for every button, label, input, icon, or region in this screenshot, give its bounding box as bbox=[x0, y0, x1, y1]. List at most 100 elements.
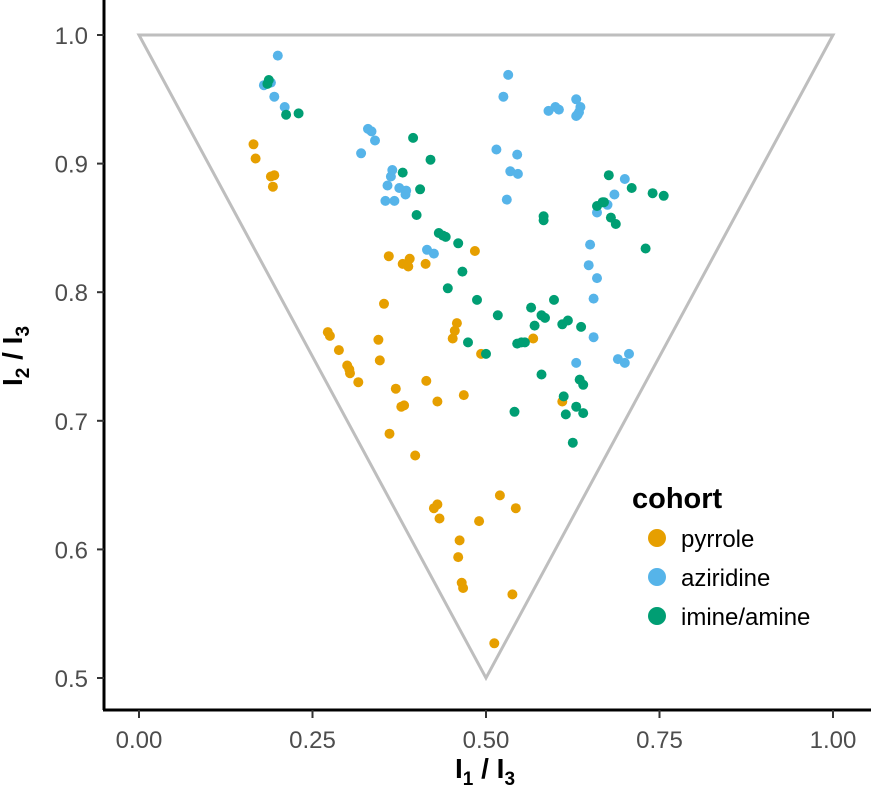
point-pyrrole bbox=[399, 400, 410, 411]
plot-panel bbox=[136, 33, 836, 682]
point-pyrrole bbox=[410, 450, 421, 461]
point-imine-amine bbox=[540, 312, 550, 323]
point-imine-amine bbox=[519, 337, 530, 348]
point-imine-amine bbox=[560, 409, 571, 420]
point-imine-amine bbox=[425, 154, 436, 165]
point-pyrrole bbox=[404, 253, 415, 264]
point-aziridine bbox=[370, 135, 380, 146]
point-pyrrole bbox=[432, 396, 443, 407]
point-imine-amine bbox=[578, 408, 589, 419]
point-imine-amine bbox=[481, 348, 491, 359]
point-aziridine bbox=[366, 126, 377, 137]
point-pyrrole bbox=[324, 330, 335, 341]
point-pyrrole bbox=[269, 170, 280, 181]
point-aziridine bbox=[512, 168, 523, 179]
point-imine-amine bbox=[529, 320, 540, 331]
point-pyrrole bbox=[454, 535, 465, 546]
point-imine-amine bbox=[526, 302, 537, 313]
point-aziridine bbox=[356, 148, 367, 159]
point-aziridine bbox=[512, 149, 523, 160]
point-pyrrole bbox=[434, 513, 445, 524]
point-aziridine bbox=[401, 185, 412, 196]
point-imine-amine bbox=[415, 184, 426, 195]
point-aziridine bbox=[387, 165, 398, 175]
point-aziridine bbox=[272, 50, 283, 61]
point-imine-amine bbox=[578, 379, 589, 390]
point-aziridine bbox=[592, 273, 602, 284]
point-imine-amine bbox=[571, 401, 582, 412]
x-axis-ticks: 0.00 0.25 0.50 0.75 1.00 bbox=[116, 710, 857, 754]
data-points bbox=[248, 50, 669, 649]
point-pyrrole bbox=[267, 181, 278, 192]
x-tick-label: 1.00 bbox=[810, 727, 857, 754]
y-tick-label: 0.8 bbox=[55, 280, 88, 307]
y-axis-ticks: 0.5 0.6 0.7 0.8 0.9 1.0 bbox=[55, 23, 104, 693]
point-pyrrole bbox=[403, 261, 414, 272]
point-aziridine bbox=[553, 104, 564, 115]
point-imine-amine bbox=[263, 75, 274, 85]
point-imine-amine bbox=[562, 315, 573, 326]
point-aziridine bbox=[571, 357, 582, 368]
point-pyrrole bbox=[458, 390, 469, 401]
point-imine-amine bbox=[509, 406, 520, 417]
point-aziridine bbox=[380, 195, 391, 206]
point-pyrrole bbox=[449, 325, 460, 336]
y-axis-title: I2 / I3 bbox=[0, 326, 34, 386]
point-pyrrole bbox=[447, 333, 458, 344]
point-pyrrole bbox=[469, 246, 480, 256]
point-aziridine bbox=[588, 332, 599, 343]
legend-items: pyrrole aziridine imine/amine bbox=[648, 526, 810, 631]
point-pyrrole bbox=[494, 490, 505, 501]
point-pyrrole bbox=[432, 499, 443, 510]
point-pyrrole bbox=[248, 139, 259, 150]
point-aziridine bbox=[505, 166, 516, 177]
point-imine-amine bbox=[442, 283, 453, 294]
point-aziridine bbox=[503, 69, 514, 80]
point-pyrrole bbox=[510, 503, 521, 514]
point-aziridine bbox=[588, 293, 599, 304]
point-pyrrole bbox=[383, 251, 394, 262]
point-imine-amine bbox=[463, 337, 473, 348]
point-pyrrole bbox=[489, 638, 500, 649]
x-tick-label: 0.00 bbox=[116, 727, 163, 754]
point-imine-amine bbox=[626, 183, 637, 193]
point-aziridine bbox=[501, 194, 512, 205]
y-tick-label: 0.5 bbox=[55, 666, 88, 693]
point-aziridine bbox=[389, 195, 400, 206]
reference-triangle bbox=[136, 33, 836, 682]
legend-label: aziridine bbox=[681, 565, 770, 592]
point-aziridine bbox=[279, 102, 290, 112]
y-axis: 0.5 0.6 0.7 0.8 0.9 1.0 bbox=[55, 0, 106, 710]
point-pyrrole bbox=[420, 258, 431, 269]
point-pyrrole bbox=[333, 345, 344, 356]
point-pyrrole bbox=[507, 589, 518, 600]
point-aziridine bbox=[624, 348, 634, 359]
point-pyrrole bbox=[379, 298, 389, 309]
point-imine-amine bbox=[576, 321, 587, 332]
point-pyrrole bbox=[250, 153, 261, 164]
point-aziridine bbox=[498, 91, 509, 102]
legend-key bbox=[648, 568, 666, 586]
point-imine-amine bbox=[492, 310, 503, 321]
point-aziridine bbox=[428, 248, 439, 259]
x-axis: 0.00 0.25 0.50 0.75 1.00 bbox=[103, 708, 871, 754]
x-axis-title: I1 / I3 bbox=[455, 753, 515, 790]
point-pyrrole bbox=[451, 318, 462, 329]
point-pyrrole bbox=[374, 355, 385, 366]
point-aziridine bbox=[619, 174, 630, 184]
x-tick-label: 0.25 bbox=[289, 727, 336, 754]
legend-label: imine/amine bbox=[681, 604, 810, 631]
point-pyrrole bbox=[353, 377, 364, 388]
point-aziridine bbox=[491, 144, 502, 155]
point-imine-amine bbox=[281, 109, 292, 120]
point-pyrrole bbox=[474, 516, 485, 527]
y-tick-label: 0.6 bbox=[55, 537, 88, 564]
x-tick-label: 0.75 bbox=[636, 727, 683, 754]
point-aziridine bbox=[571, 94, 582, 105]
x-tick-label: 0.50 bbox=[463, 727, 510, 754]
legend-key bbox=[648, 529, 666, 547]
point-pyrrole bbox=[458, 583, 469, 593]
y-tick-label: 0.7 bbox=[55, 409, 88, 436]
point-imine-amine bbox=[457, 266, 468, 277]
point-pyrrole bbox=[344, 364, 355, 375]
